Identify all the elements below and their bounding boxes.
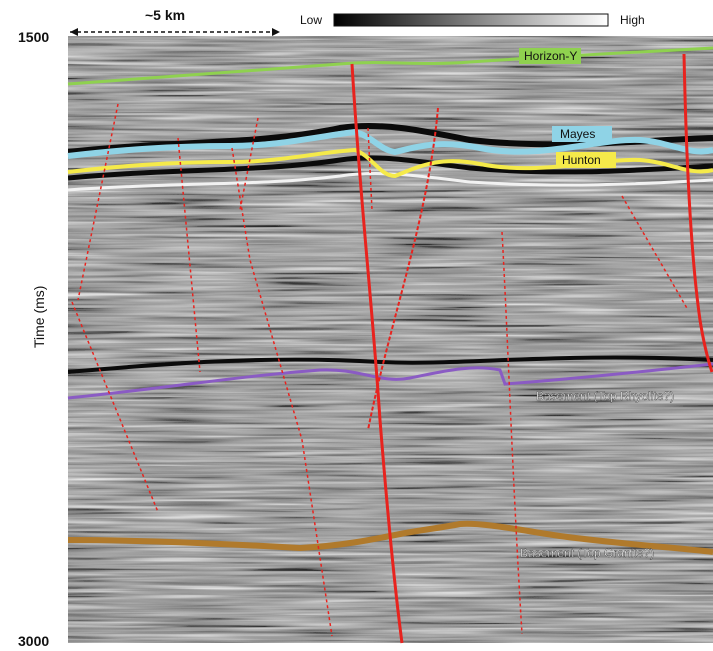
time-axis: 1500 3000 Time (ms): [18, 29, 49, 649]
fault-major-1: [350, 63, 404, 644]
fault-minor-2: [71, 301, 159, 513]
fault-major-2: [682, 53, 713, 373]
fault-minor-5: [239, 117, 259, 211]
scale-bar: ~5 km: [70, 7, 280, 36]
time-axis-label: Time (ms): [31, 286, 47, 348]
hunton-label: Hunton: [562, 153, 601, 167]
fault-minor-4: [231, 147, 333, 637]
mayes-horizon-line: [67, 128, 713, 159]
hunton-horizon-line: [67, 147, 713, 179]
bottom-tick-label: 3000: [18, 633, 49, 649]
fault-minor-6: [367, 127, 373, 211]
faults: [71, 53, 713, 644]
fault-minor-7: [367, 107, 439, 431]
horizon-y-label: Horizon-Y: [524, 49, 577, 63]
scale-bar-label: ~5 km: [145, 7, 185, 23]
amplitude-low-label: Low: [300, 13, 322, 27]
fault-minor-9: [621, 195, 689, 311]
top-tick-label: 1500: [18, 29, 49, 45]
amplitude-high-label: High: [620, 13, 645, 27]
basement-granite-horizon-line: [67, 520, 713, 555]
horizon-y-line: [67, 46, 713, 86]
fault-minor-8: [501, 231, 523, 635]
horizon-labels: Horizon-Y Mayes Hunton Basement (Top Rhy…: [519, 48, 674, 560]
horizons: [67, 46, 713, 555]
amplitude-colorbar: Low High: [300, 13, 645, 27]
mayes-label: Mayes: [560, 127, 595, 141]
amplitude-gradient-bar: [333, 13, 609, 27]
basement-rhyolite-horizon-line: [67, 362, 713, 400]
basement-granite-label: Basement (Top Granite?): [520, 546, 654, 560]
basement-rhyolite-label: Basement (Top Rhyolite?): [536, 389, 674, 403]
